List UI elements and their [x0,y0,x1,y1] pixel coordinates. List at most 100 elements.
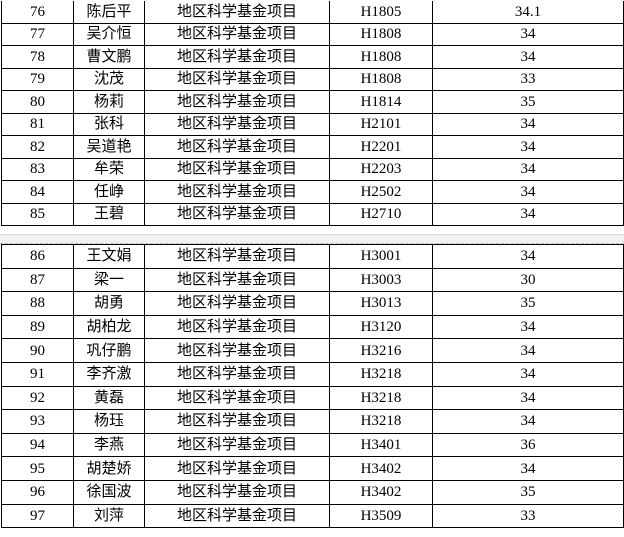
name-cell: 徐国波 [73,479,145,505]
project-type-cell: 地区科学基金项目 [144,202,330,226]
code-cell: H1805 [329,1,433,24]
project-type-cell: 地区科学基金项目 [144,112,330,136]
table-row: 86 王文娟 地区科学基金项目 H3001 34 [1,244,624,269]
row-number: 76 [1,1,74,24]
project-type-cell: 地区科学基金项目 [144,479,330,505]
name-cell: 王碧 [73,202,145,226]
name-cell: 张科 [73,112,145,136]
table-row: 87 梁一 地区科学基金项目 H3003 30 [1,267,624,293]
table-row: 81 张科 地区科学基金项目 H2101 34 [1,112,624,136]
table-row: 77 吴介恒 地区科学基金项目 H1808 34 [1,22,624,46]
project-type-cell: 地区科学基金项目 [144,180,330,204]
code-cell: H3216 [329,338,433,363]
table-row: 76 陈后平 地区科学基金项目 H1805 34.1 [1,1,624,24]
row-number: 90 [1,338,74,363]
score-cell: 35 [432,90,624,114]
code-cell: H3013 [329,291,433,316]
code-cell: H3509 [329,503,433,529]
name-cell: 杨莉 [73,90,145,114]
table-row: 95 胡楚娇 地区科学基金项目 H3402 34 [1,456,624,481]
row-number: 95 [1,456,74,481]
code-cell: H2203 [329,157,433,181]
project-type-cell: 地区科学基金项目 [144,291,330,316]
row-number: 87 [1,267,74,293]
code-cell: H3218 [329,361,433,387]
name-cell: 李齐激 [73,361,145,387]
score-cell: 34 [432,180,624,204]
score-cell: 34 [432,314,624,340]
project-type-cell: 地区科学基金项目 [144,361,330,387]
score-cell: 34 [432,361,624,387]
row-number: 93 [1,409,74,434]
name-cell: 胡勇 [73,291,145,316]
project-type-cell: 地区科学基金项目 [144,385,330,411]
project-type-cell: 地区科学基金项目 [144,157,330,181]
results-table-page-1: 76 陈后平 地区科学基金项目 H1805 34.1 77 吴介恒 地区科学基金项目 H1808… [1,1,624,226]
score-cell: 34 [432,338,624,363]
row-number: 97 [1,503,74,529]
code-cell: H3120 [329,314,433,340]
code-cell: H3401 [329,432,433,458]
row-number: 91 [1,361,74,387]
name-cell: 黄磊 [73,385,145,411]
row-number: 85 [1,202,74,226]
row-number: 89 [1,314,74,340]
code-cell: H2502 [329,180,433,204]
row-number: 83 [1,157,74,181]
name-cell: 巩仔鹏 [73,338,145,363]
name-cell: 陈后平 [73,1,145,24]
name-cell: 胡楚娇 [73,456,145,481]
page-break [0,234,624,244]
project-type-cell: 地区科学基金项目 [144,22,330,46]
project-type-cell: 地区科学基金项目 [144,338,330,363]
table-row: 91 李齐激 地区科学基金项目 H3218 34 [1,361,624,387]
code-cell: H1808 [329,22,433,46]
project-type-cell: 地区科学基金项目 [144,409,330,434]
name-cell: 李燕 [73,432,145,458]
name-cell: 牟荣 [73,157,145,181]
name-cell: 杨珏 [73,409,145,434]
project-type-cell: 地区科学基金项目 [144,432,330,458]
table-row: 88 胡勇 地区科学基金项目 H3013 35 [1,291,624,316]
code-cell: H2101 [329,112,433,136]
page-break-line [0,243,624,244]
row-number: 86 [1,244,74,269]
row-number: 84 [1,180,74,204]
row-number: 96 [1,479,74,505]
score-cell: 34 [432,22,624,46]
score-cell: 34 [432,135,624,159]
score-cell: 34 [432,45,624,69]
table-row: 94 李燕 地区科学基金项目 H3401 36 [1,432,624,458]
name-cell: 刘萍 [73,503,145,529]
score-cell: 34 [432,244,624,269]
score-cell: 35 [432,291,624,316]
project-type-cell: 地区科学基金项目 [144,244,330,269]
score-cell: 34.1 [432,1,624,24]
row-number: 78 [1,45,74,69]
code-cell: H3218 [329,385,433,411]
name-cell: 王文娟 [73,244,145,269]
project-type-cell: 地区科学基金项目 [144,456,330,481]
score-cell: 35 [432,479,624,505]
score-cell: 30 [432,267,624,293]
name-cell: 梁一 [73,267,145,293]
score-cell: 34 [432,456,624,481]
table-row: 97 刘萍 地区科学基金项目 H3509 33 [1,503,624,529]
row-number: 77 [1,22,74,46]
score-cell: 34 [432,409,624,434]
project-type-cell: 地区科学基金项目 [144,267,330,293]
name-cell: 吴介恒 [73,22,145,46]
project-type-cell: 地区科学基金项目 [144,45,330,69]
name-cell: 胡柏龙 [73,314,145,340]
code-cell: H3218 [329,409,433,434]
score-cell: 34 [432,202,624,226]
table-row: 84 任峥 地区科学基金项目 H2502 34 [1,180,624,204]
table-row: 93 杨珏 地区科学基金项目 H3218 34 [1,409,624,434]
score-cell: 34 [432,385,624,411]
table-row: 92 黄磊 地区科学基金项目 H3218 34 [1,385,624,411]
row-number: 92 [1,385,74,411]
project-type-cell: 地区科学基金项目 [144,90,330,114]
table-row: 89 胡柏龙 地区科学基金项目 H3120 34 [1,314,624,340]
name-cell: 沈茂 [73,67,145,91]
code-cell: H2201 [329,135,433,159]
